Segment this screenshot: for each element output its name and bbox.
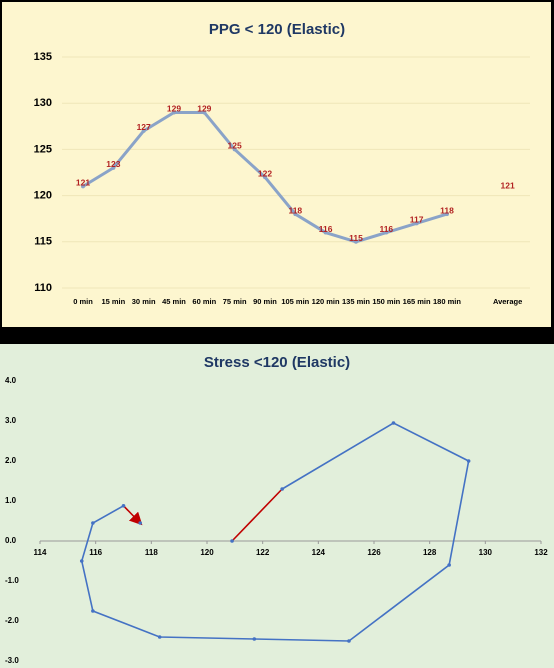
point xyxy=(447,563,451,567)
x-tick-label: 118 xyxy=(145,548,158,557)
point xyxy=(81,184,85,189)
x-tick-label: Average xyxy=(493,297,522,306)
x-tick-label: 130 xyxy=(479,548,493,557)
y-tick-label: 3.0 xyxy=(5,416,17,425)
x-tick-label: 180 min xyxy=(433,297,461,306)
point xyxy=(293,212,298,217)
data-label: 129 xyxy=(167,104,181,114)
point xyxy=(444,212,449,217)
point xyxy=(141,128,146,133)
bottom-panel xyxy=(0,344,554,668)
data-label: 118 xyxy=(288,205,302,215)
point xyxy=(121,504,126,508)
y-tick-label: 125 xyxy=(34,143,52,155)
y-tick-label: 120 xyxy=(34,190,52,202)
point xyxy=(138,521,142,525)
point xyxy=(91,609,95,613)
y-tick-label: 110 xyxy=(34,282,52,294)
point xyxy=(391,421,396,425)
top-panel xyxy=(0,0,553,329)
y-tick-label: 135 xyxy=(34,51,52,63)
x-tick-label: 114 xyxy=(34,548,47,557)
point xyxy=(111,165,116,170)
x-tick-label: 0 min xyxy=(73,297,93,306)
x-tick-label: 75 min xyxy=(223,297,247,306)
x-tick-label: 126 xyxy=(367,548,381,557)
point xyxy=(353,239,358,244)
data-label: 121 xyxy=(76,178,90,188)
point xyxy=(171,110,176,115)
data-label: 116 xyxy=(379,224,393,234)
y-tick-label: 0.0 xyxy=(5,536,17,545)
y-tick-label: 1.0 xyxy=(5,496,17,505)
point xyxy=(79,559,84,563)
point xyxy=(262,175,267,180)
x-tick-label: 135 min xyxy=(342,297,370,306)
data-label: 125 xyxy=(228,141,242,151)
data-label: 122 xyxy=(258,168,272,178)
chart-title: PPG < 120 (Elastic) xyxy=(209,21,345,38)
x-tick-label: 132 xyxy=(534,548,548,557)
x-tick-label: 165 min xyxy=(403,297,431,306)
point xyxy=(230,539,234,543)
start-segment xyxy=(231,488,283,542)
y-tick-label: -2.0 xyxy=(5,616,19,625)
x-tick-label: 150 min xyxy=(372,297,400,306)
end-arrow xyxy=(122,505,143,526)
point xyxy=(347,639,351,643)
data-label: 118 xyxy=(440,205,454,215)
y-tick-label: 2.0 xyxy=(5,456,17,465)
chart-title: Stress <120 (Elastic) xyxy=(204,354,350,371)
point xyxy=(232,147,237,152)
x-tick-label: 120 min xyxy=(312,297,340,306)
x-tick-label: 90 min xyxy=(253,297,277,306)
data-label: 116 xyxy=(319,224,333,234)
x-tick-label: 128 xyxy=(423,548,437,557)
point xyxy=(384,230,389,235)
x-tick-label: 15 min xyxy=(101,297,125,306)
x-tick-label: 124 xyxy=(312,548,326,557)
point xyxy=(252,637,257,641)
data-label: 123 xyxy=(106,159,120,169)
data-label: 129 xyxy=(197,104,211,114)
x-tick-label: 45 min xyxy=(162,297,186,306)
point xyxy=(466,459,471,463)
data-label: 117 xyxy=(410,215,424,225)
data-label: 127 xyxy=(137,122,151,132)
y-tick-label: 4.0 xyxy=(5,376,17,385)
point xyxy=(202,110,207,115)
y-tick-label: -3.0 xyxy=(5,656,19,665)
data-label: 121 xyxy=(501,181,515,191)
point xyxy=(91,521,95,525)
point xyxy=(323,230,328,235)
point xyxy=(157,635,162,639)
y-tick-label: -1.0 xyxy=(5,576,19,585)
data-label: 115 xyxy=(349,233,363,243)
point xyxy=(414,221,419,226)
x-tick-label: 122 xyxy=(256,548,270,557)
point xyxy=(280,487,284,491)
x-tick-label: 120 xyxy=(200,548,214,557)
y-tick-label: 130 xyxy=(34,97,52,109)
x-tick-label: 30 min xyxy=(132,297,156,306)
y-tick-label: 115 xyxy=(34,236,52,248)
x-tick-label: 116 xyxy=(89,548,102,557)
x-tick-label: 105 min xyxy=(281,297,309,306)
x-tick-label: 60 min xyxy=(192,297,216,306)
